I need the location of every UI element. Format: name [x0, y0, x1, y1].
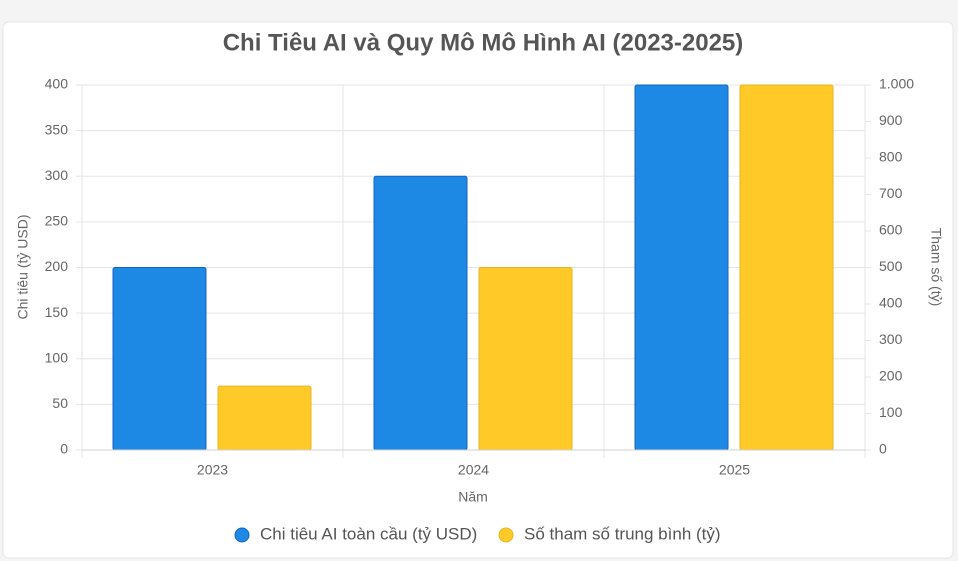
- bar: [373, 175, 468, 451]
- y2-tick-label: 400: [879, 295, 903, 311]
- y-tick-label: 250: [45, 213, 69, 229]
- y2-tick-label: 200: [879, 368, 903, 384]
- legend-label: Chi tiêu AI toàn cầu (tỷ USD): [260, 524, 477, 543]
- y-tick-label: 350: [45, 121, 69, 137]
- y-tick-label: 0: [60, 441, 68, 457]
- y2-tick-label: 1.000: [879, 76, 914, 92]
- y2-tick-label: 0: [879, 441, 887, 457]
- x-axis-title: Năm: [458, 489, 488, 505]
- y2-tick-label: 100: [879, 404, 903, 420]
- y2-tick-label: 500: [879, 258, 903, 274]
- bar: [112, 267, 207, 451]
- y-tick-label: 400: [45, 76, 69, 92]
- y-tick-label: 100: [45, 349, 69, 365]
- y2-tick-label: 300: [879, 331, 903, 347]
- x-tick-label: 2025: [719, 462, 750, 478]
- y2-tick-label: 800: [879, 149, 903, 165]
- chart-title: Chi Tiêu AI và Quy Mô Mô Hình AI (2023-2…: [223, 29, 744, 56]
- y-tick-label: 200: [45, 258, 69, 274]
- y2-tick-label: 700: [879, 185, 903, 201]
- y2-axis-title: Tham số (tỷ): [928, 228, 944, 307]
- y-tick-label: 150: [45, 304, 69, 320]
- y2-tick-label: 900: [879, 112, 903, 128]
- y-tick-label: 300: [45, 167, 69, 183]
- y2-tick-label: 600: [879, 222, 903, 238]
- bar: [478, 267, 573, 451]
- legend-swatch: [234, 527, 250, 543]
- bar: [634, 84, 729, 451]
- y-axis-title: Chi tiêu (tỷ USD): [15, 214, 31, 319]
- x-tick-label: 2024: [458, 462, 489, 478]
- legend-swatch: [498, 527, 514, 543]
- x-tick-label: 2023: [197, 462, 228, 478]
- y-tick-label: 50: [52, 395, 68, 411]
- bar: [217, 385, 312, 451]
- bar: [739, 84, 834, 451]
- legend-label: Số tham số trung bình (tỷ): [524, 524, 721, 543]
